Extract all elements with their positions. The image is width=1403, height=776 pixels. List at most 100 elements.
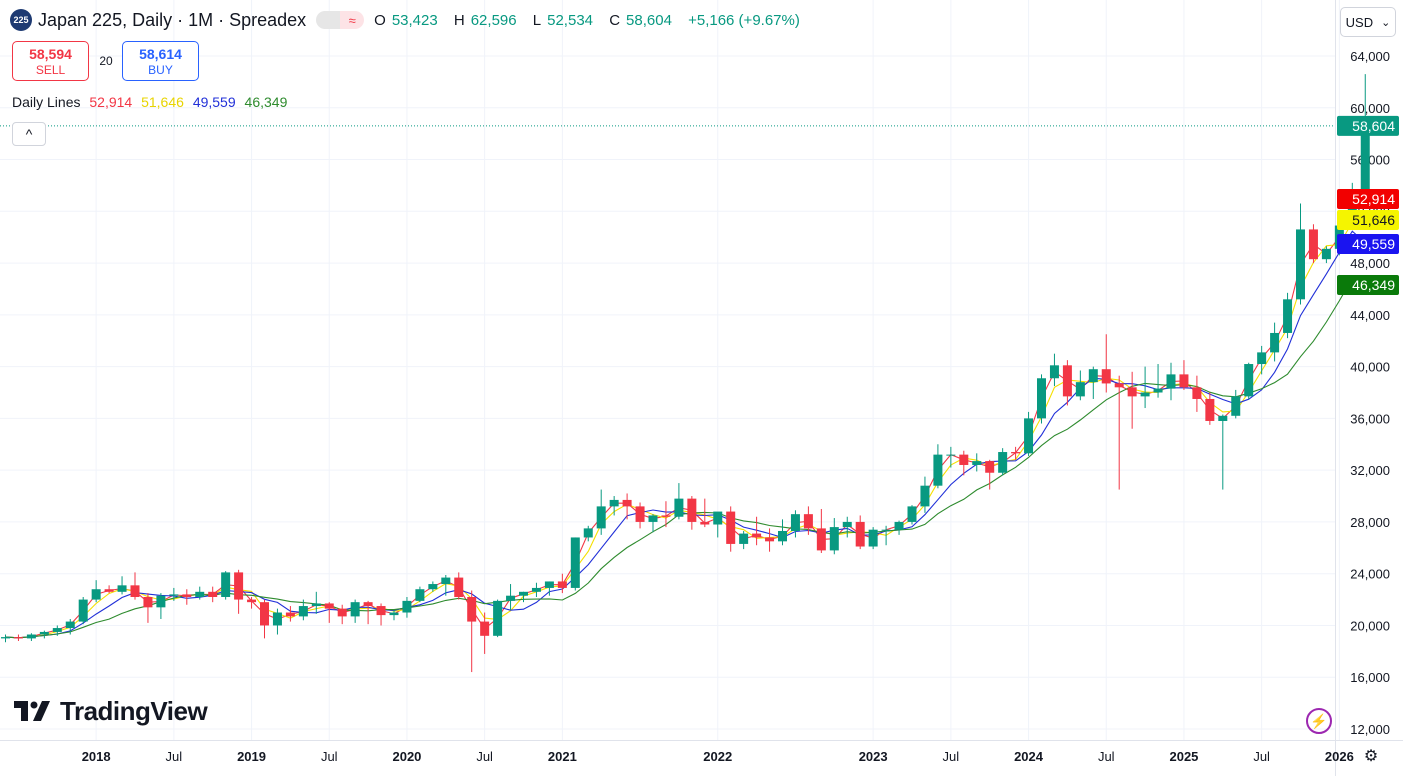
buy-button[interactable]: 58,614 BUY	[122, 41, 199, 81]
candle-body	[1179, 374, 1189, 388]
y-tick-label: 36,000	[1350, 411, 1390, 426]
candle-body	[531, 587, 541, 592]
candle-body	[337, 608, 347, 617]
candle-body	[829, 527, 839, 551]
candle-body	[557, 581, 567, 588]
sell-price: 58,594	[29, 46, 72, 62]
chevron-down-icon: ⌄	[1381, 16, 1391, 29]
daily-line-tag-2: 51,646	[1352, 212, 1395, 228]
candle-body	[778, 530, 787, 542]
daily-line-4	[5, 277, 1366, 639]
candle-body	[1140, 392, 1150, 397]
flash-icon[interactable]: ⚡	[1306, 708, 1332, 734]
close-value: 58,604	[626, 11, 672, 29]
candle-body	[700, 521, 710, 525]
x-tick-label: Jul	[166, 749, 183, 764]
candle-body	[739, 533, 749, 544]
symbol-logo-icon: 225	[10, 9, 32, 31]
candle-body	[1075, 382, 1085, 397]
candle-body	[972, 461, 982, 465]
indicator-value-3: 49,559	[192, 94, 236, 110]
x-tick-label: 2025	[1169, 749, 1198, 764]
market-closed-icon[interactable]	[316, 11, 341, 29]
candle-body	[415, 589, 425, 601]
daily-line-tag-1-bg	[1337, 189, 1399, 209]
candle-body	[1192, 387, 1202, 399]
candle-body	[765, 537, 775, 542]
candle-body	[907, 506, 917, 522]
tradingview-logo[interactable]: TradingView	[14, 696, 208, 727]
candle-body	[1127, 387, 1137, 397]
ohlc-readout: O 53,423 H 62,596 L 52,534 C 58,604 +5,166 (…	[374, 12, 806, 29]
candle-body	[920, 485, 930, 507]
x-tick-label: 2018	[82, 749, 111, 764]
candle-body	[1270, 332, 1280, 353]
candle-body	[298, 606, 308, 617]
high-label: H	[453, 11, 465, 29]
candle-body	[1, 637, 10, 639]
y-tick-label: 60,000	[1350, 101, 1390, 116]
candle-body	[26, 634, 36, 639]
candle-body	[363, 602, 373, 607]
daily-line-tag-3: 49,559	[1352, 236, 1395, 252]
candle-body	[169, 594, 179, 596]
candle-body	[790, 514, 800, 531]
daily-line-2	[5, 215, 1366, 639]
candle-body	[816, 528, 826, 551]
candle-body	[195, 591, 205, 597]
y-tick-label: 12,000	[1350, 722, 1390, 737]
candle-body	[648, 515, 658, 522]
y-tick-label: 32,000	[1350, 463, 1390, 478]
candle-body	[350, 602, 360, 617]
candle-body	[726, 511, 736, 544]
candle-body	[247, 599, 257, 603]
x-tick-label: 2022	[703, 749, 732, 764]
y-tick-label: 40,000	[1350, 360, 1390, 375]
candle-body	[544, 581, 554, 588]
candle-body	[272, 612, 282, 626]
candle-body	[182, 594, 192, 597]
candle-body	[842, 521, 852, 528]
candle-body	[506, 595, 516, 601]
candle-body	[933, 454, 943, 486]
candle-body	[752, 533, 762, 538]
candle-body	[402, 600, 412, 613]
candle-body	[1321, 248, 1331, 260]
y-tick-label: 20,000	[1350, 618, 1390, 633]
candle-body	[285, 612, 295, 617]
candle-body	[1283, 299, 1293, 333]
indicator-legend[interactable]: Daily Lines 52,914 51,646 49,559 46,349	[12, 94, 292, 110]
collapse-legend-button[interactable]: ^	[12, 122, 46, 146]
candle-body	[1347, 192, 1357, 226]
symbol-title[interactable]: Japan 225, Daily · 1M · Spreadex	[38, 9, 307, 30]
candle-body	[130, 585, 140, 597]
tradingview-wordmark: TradingView	[60, 696, 208, 726]
candle-body	[78, 599, 88, 622]
x-tick-label: Jul	[476, 749, 493, 764]
settings-gear-icon[interactable]: ⚙	[1360, 745, 1382, 767]
y-tick-label: 16,000	[1350, 670, 1390, 685]
candle-body	[674, 498, 684, 517]
candle-body	[570, 537, 580, 588]
y-tick-label: 64,000	[1350, 49, 1390, 64]
x-tick-label: 2023	[859, 749, 888, 764]
currency-selector[interactable]: USD ⌄	[1340, 7, 1396, 37]
candle-body	[959, 454, 969, 465]
x-tick-label: 2024	[1014, 749, 1044, 764]
candle-body	[1011, 452, 1021, 454]
candle-body	[609, 499, 619, 507]
indicator-name: Daily Lines	[12, 94, 81, 110]
buy-price: 58,614	[139, 46, 182, 62]
sell-button[interactable]: 58,594 SELL	[12, 41, 89, 81]
daily-line-tag-2-bg	[1337, 210, 1399, 230]
candle-body	[1049, 365, 1059, 379]
candle-body	[467, 596, 477, 622]
x-tick-label: 2020	[392, 749, 421, 764]
candle-body	[596, 506, 606, 529]
candle-body	[260, 602, 269, 626]
candle-body	[234, 572, 244, 600]
currency-label: USD	[1345, 14, 1374, 30]
candle-body	[998, 452, 1008, 473]
delayed-data-icon[interactable]: ≈	[340, 11, 365, 29]
